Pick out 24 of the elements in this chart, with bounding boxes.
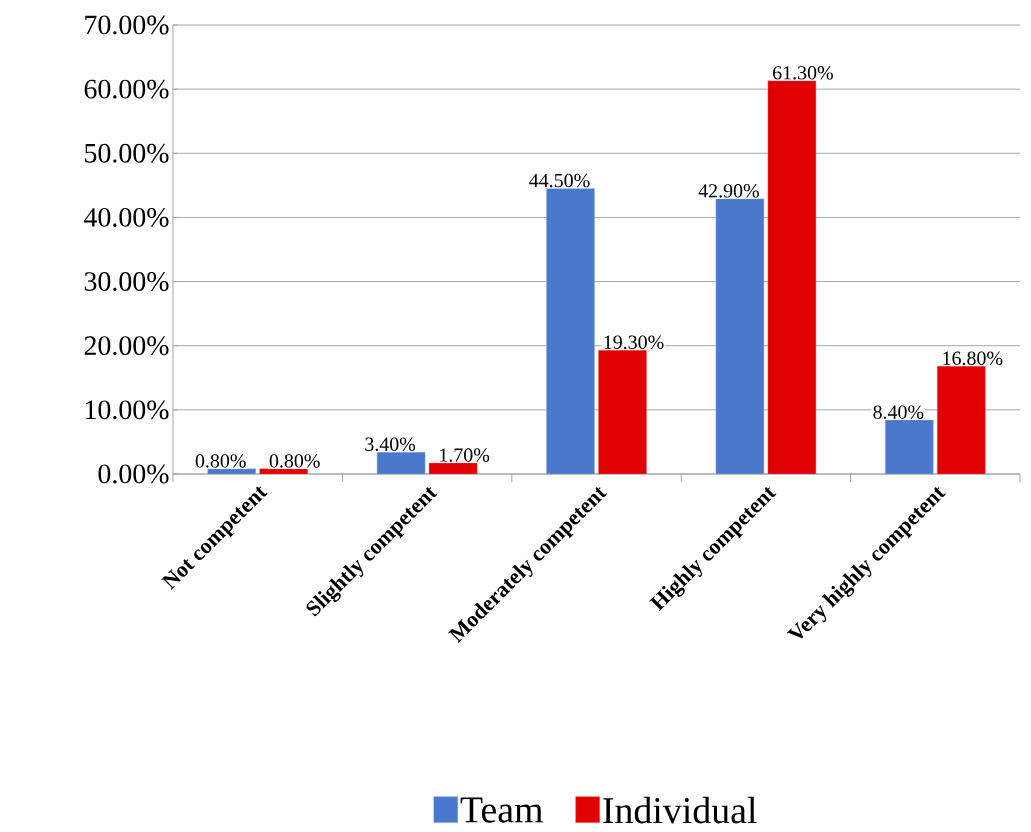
legend-label: Individual <box>603 796 757 824</box>
y-tick-label: 10.00% <box>85 400 169 420</box>
legend-label: Team <box>460 797 543 823</box>
y-tick-label: 50.00% <box>85 143 169 163</box>
data-label: 44.50% <box>529 173 590 188</box>
y-tick-label: 20.00% <box>84 336 169 356</box>
y-tick-label: 40.00% <box>84 207 169 227</box>
y-tick-label: 70.00% <box>85 15 169 35</box>
data-label: 42.90% <box>698 184 759 198</box>
data-label: 3.40% <box>365 437 416 451</box>
bar <box>937 366 986 474</box>
data-label: 1.70% <box>440 448 490 462</box>
data-label: 0.80% <box>195 454 246 468</box>
data-label: 19.30% <box>604 335 664 349</box>
data-label: 16.80% <box>943 351 1003 366</box>
bar <box>767 80 817 474</box>
data-label: 8.40% <box>873 405 924 419</box>
y-tick-label: 60.00% <box>84 79 169 99</box>
data-label: 61.30% <box>773 66 833 80</box>
data-label: 0.80% <box>269 454 320 468</box>
y-tick-label: 30.00% <box>84 272 169 292</box>
bar <box>546 188 595 474</box>
y-tick-label: 0.00% <box>98 464 169 484</box>
bar <box>715 198 765 474</box>
